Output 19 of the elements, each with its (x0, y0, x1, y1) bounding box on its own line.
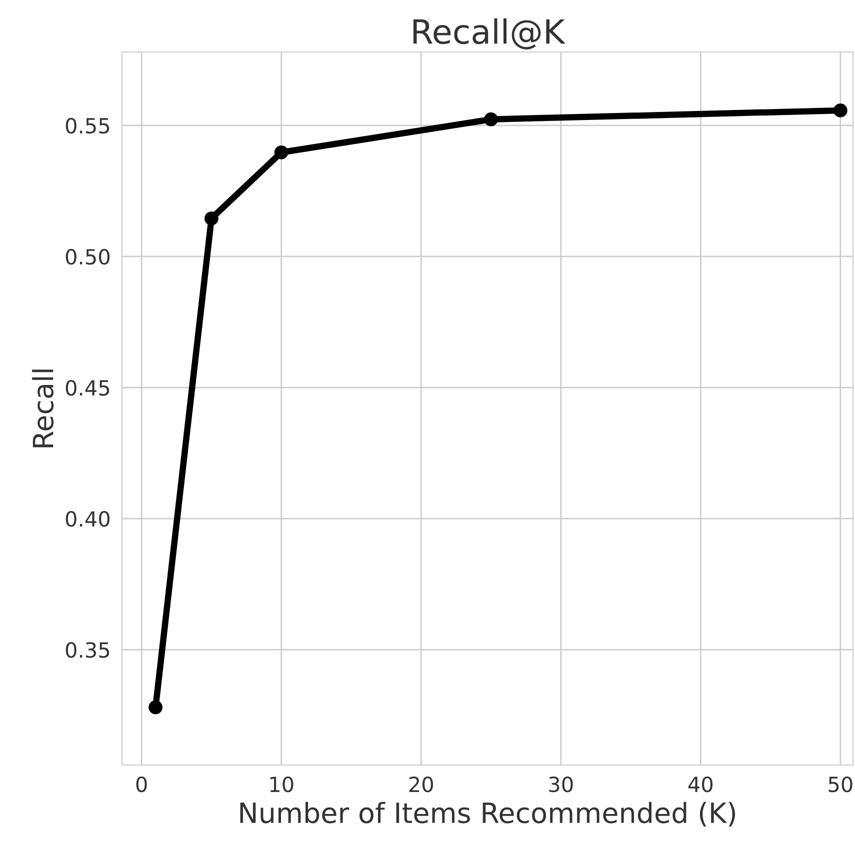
y-tick-label: 0.50 (66, 248, 110, 265)
point (484, 112, 498, 126)
x-tick-label: 50 (828, 776, 852, 792)
chart-title: Recall@K (413, 18, 566, 50)
point (148, 700, 162, 714)
point (833, 104, 848, 118)
x-axis-title: Number of Items Recommended (K) (240, 802, 736, 827)
y-tick-label: 0.40 (66, 511, 110, 527)
x-tick-label: 40 (688, 776, 713, 792)
x-tick-label: 10 (270, 776, 294, 792)
x-tick-label: 20 (409, 776, 433, 792)
y-tick-label: 0.35 (66, 642, 110, 658)
y-tick-label: 0.45 (66, 380, 110, 396)
point (204, 212, 218, 226)
y-tick-label: 0.55 (66, 118, 110, 134)
x-tick-label: 0 (136, 776, 147, 792)
point (274, 145, 288, 160)
y-axis-title: Recall (32, 370, 54, 448)
x-tick-label: 30 (549, 776, 573, 792)
